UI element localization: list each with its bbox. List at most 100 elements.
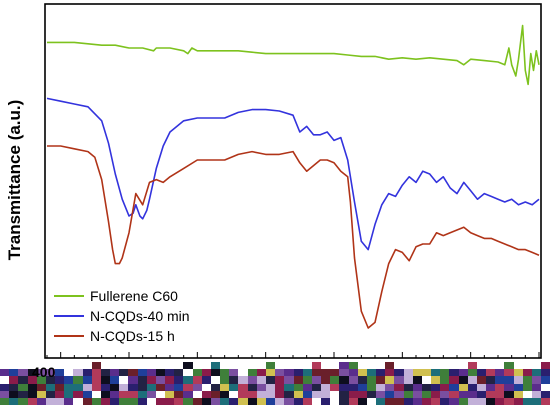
noise-cell [192, 390, 202, 398]
noise-cell [376, 397, 386, 405]
noise-cell [18, 383, 28, 391]
noise-cell [412, 362, 422, 370]
noise-cell [495, 390, 505, 398]
noise-cell [91, 362, 101, 370]
noise-cell [302, 376, 312, 384]
noise-cell [64, 362, 74, 370]
noise-cell [522, 362, 532, 370]
noise-cell [394, 397, 404, 405]
noise-cell [36, 362, 46, 370]
noise-cell [256, 390, 266, 398]
noise-cell [541, 397, 550, 405]
noise-cell [311, 383, 322, 391]
noise-cell [449, 362, 459, 370]
noise-cell [348, 369, 358, 377]
noise-cell [513, 397, 523, 405]
noise-cell [18, 362, 28, 370]
noise-cell [201, 397, 211, 405]
plot-frame [44, 3, 542, 359]
noise-cell [247, 376, 257, 384]
noise-cell [9, 390, 19, 398]
noise-cell [64, 383, 74, 391]
noise-cell [110, 376, 120, 384]
noise-cell [220, 376, 230, 384]
noise-cell [18, 376, 28, 384]
noise-row [0, 362, 550, 370]
noise-cell [82, 397, 92, 405]
noise-cell [256, 362, 266, 370]
noise-cell [449, 397, 459, 405]
noise-cell [541, 369, 550, 377]
noise-cell [55, 376, 65, 384]
legend: Fullerene C60 N-CQDs-40 min N-CQDs-15 h [54, 288, 190, 344]
noise-cell [201, 376, 211, 384]
legend-label-40min: N-CQDs-40 min [90, 308, 190, 324]
noise-cell [440, 390, 450, 398]
noise-cell [339, 369, 349, 377]
noise-cell [467, 390, 477, 398]
noise-cell [440, 376, 450, 384]
x-axis-ticks [46, 352, 540, 358]
noise-cell [311, 369, 322, 377]
noise-cell [110, 383, 120, 391]
noise-cell [330, 383, 340, 391]
noise-cell [513, 369, 523, 377]
noise-cell [91, 390, 101, 398]
noise-cell [302, 369, 312, 377]
noise-cell [412, 376, 422, 384]
noise-cell [431, 369, 441, 377]
noise-cell [330, 390, 340, 398]
noise-cell [431, 390, 441, 398]
noise-cell [348, 383, 358, 391]
noise-cell [64, 397, 74, 405]
noise-cell [119, 369, 129, 377]
noise-cell [128, 383, 138, 391]
noise-cell [495, 383, 505, 391]
noise-cell [247, 383, 257, 391]
noise-cell [210, 397, 221, 405]
noise-cell [183, 369, 193, 377]
noise-cell [522, 376, 532, 384]
noise-cell [531, 369, 542, 377]
legend-label-15h: N-CQDs-15 h [90, 328, 175, 344]
noise-cell [348, 376, 358, 384]
noise-cell [421, 376, 432, 384]
noise-cell [0, 397, 10, 405]
noise-cell [330, 397, 340, 405]
noise-cell [504, 369, 514, 377]
noise-cell [265, 369, 276, 377]
noise-cell [275, 369, 285, 377]
noise-cell [265, 397, 276, 405]
series-line-0 [47, 24, 540, 86]
noise-cell [165, 383, 175, 391]
noise-cell [458, 383, 468, 391]
noise-cell [495, 362, 505, 370]
noise-cell [45, 376, 56, 384]
noise-cell [210, 369, 221, 377]
noise-cell [284, 369, 294, 377]
noise-cell [440, 383, 450, 391]
noise-cell [357, 390, 367, 398]
noise-cell [82, 383, 92, 391]
noise-cell [45, 383, 56, 391]
noise-cell [522, 390, 532, 398]
noise-cell [357, 383, 367, 391]
noise-cell [431, 362, 441, 370]
noise-cell [321, 383, 331, 391]
noise-cell [155, 397, 166, 405]
noise-cell [100, 369, 111, 377]
noise-cell [146, 369, 156, 377]
noise-cell [376, 362, 386, 370]
noise-cell [119, 376, 129, 384]
noise-cell [174, 383, 184, 391]
noise-cell [137, 383, 147, 391]
noise-cell [458, 362, 468, 370]
noise-cell [339, 383, 349, 391]
noise-cell [449, 376, 459, 384]
noise-cell [110, 390, 120, 398]
noise-cell [256, 369, 266, 377]
noise-cell [275, 376, 285, 384]
noise-cell [421, 362, 432, 370]
noise-cell [220, 369, 230, 377]
noise-cell [210, 390, 221, 398]
